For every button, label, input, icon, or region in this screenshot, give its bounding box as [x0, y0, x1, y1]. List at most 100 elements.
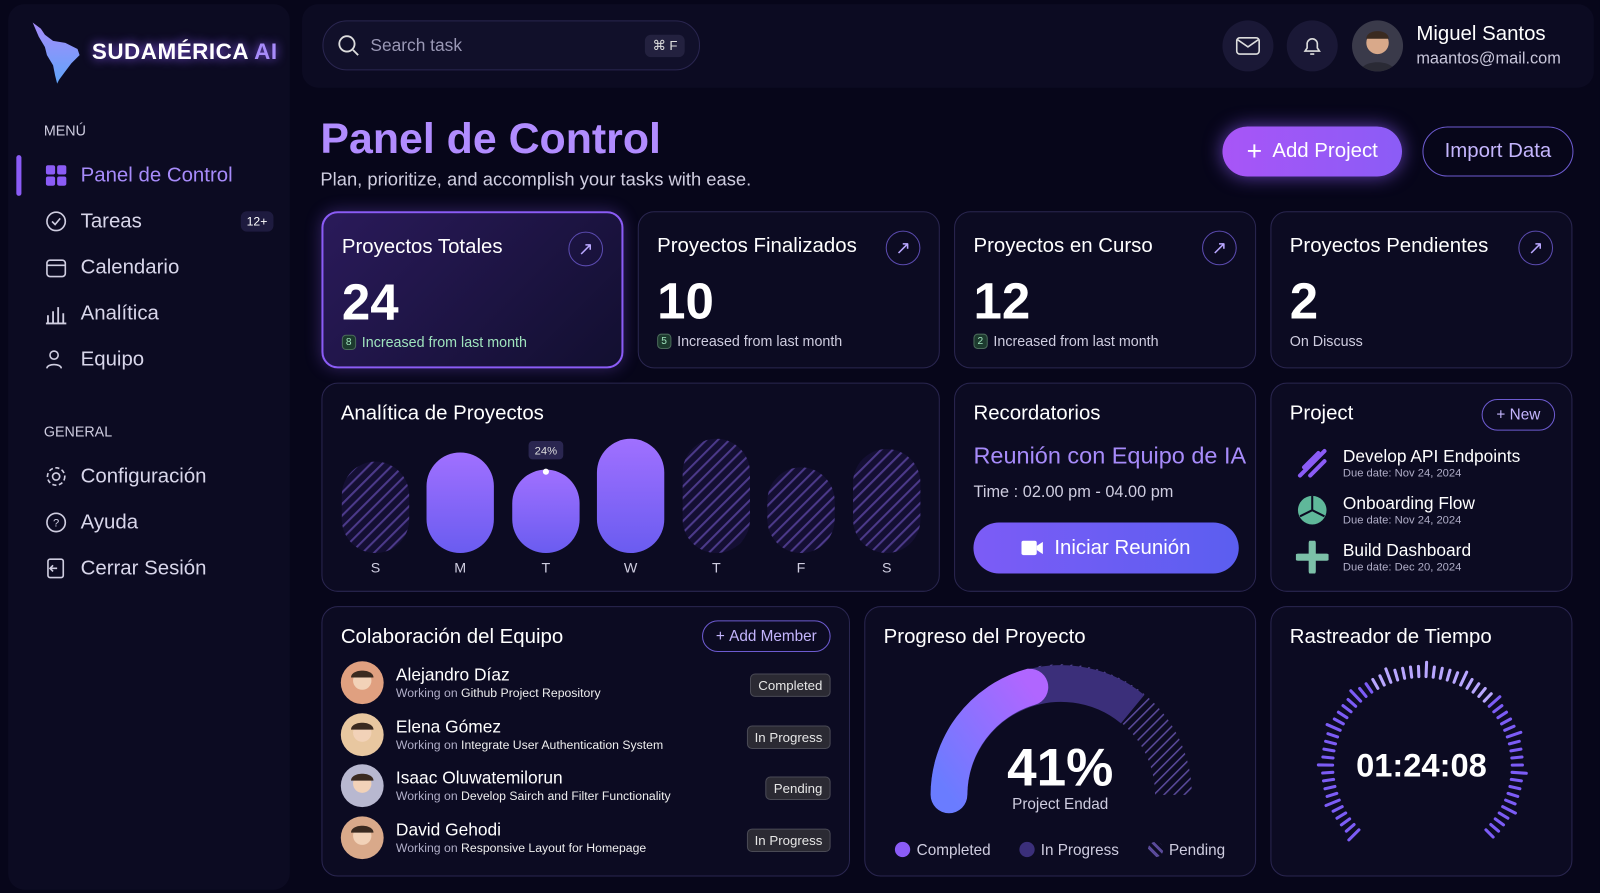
- add-member-label: Add Member: [729, 627, 817, 645]
- project-item[interactable]: Onboarding Flow Due date: Nov 24, 2024: [1296, 494, 1475, 527]
- analytics-card: Analítica de Proyectos S M T W T F S 24%: [321, 382, 940, 592]
- svg-text:24%: 24%: [535, 445, 557, 457]
- sidebar-item-ayuda[interactable]: ? Ayuda: [44, 510, 274, 534]
- dial-tick: [1346, 697, 1358, 708]
- mail-button[interactable]: [1222, 20, 1274, 72]
- status-badge: In Progress: [746, 724, 831, 749]
- mail-icon: [1235, 36, 1260, 55]
- arrow-up-right-icon[interactable]: ↗: [568, 231, 604, 267]
- video-camera-icon: [1021, 540, 1044, 556]
- dial-tick: [1459, 670, 1469, 687]
- sidebar-item-label: Cerrar Sesión: [80, 556, 207, 580]
- dial-tick: [1323, 784, 1337, 791]
- progress-card: Progreso del Proyecto 41% Project Endad …: [864, 606, 1257, 877]
- dial-tick: [1321, 770, 1335, 775]
- stat-card-finalizados[interactable]: Proyectos Finalizados ↗ 10 5 Increased fro…: [637, 211, 940, 369]
- project-item[interactable]: Build Dashboard Due date: Dec 20, 2024: [1295, 540, 1471, 574]
- dial-tick: [1332, 717, 1345, 726]
- project-due: Due date: Nov 24, 2024: [1342, 467, 1462, 480]
- reminders-title: Recordatorios: [973, 402, 1101, 425]
- calendar-icon: [44, 255, 68, 279]
- bar-annotation: 24%: [528, 441, 564, 475]
- stat-card-totales[interactable]: Proyectos Totales ↗ 24 8 Increased from la…: [321, 211, 624, 369]
- dial-tick: [1471, 682, 1481, 694]
- timer-display[interactable]: 01:24:08: [1356, 746, 1487, 784]
- stat-value: 12: [973, 272, 1031, 330]
- team-member-row[interactable]: David Gehodi Working on Responsive Layou…: [340, 815, 646, 859]
- team-member-row[interactable]: Isaac Oluwatemilorun Working on Develop …: [340, 764, 671, 808]
- bar-3: [596, 438, 665, 554]
- start-meeting-label: Iniciar Reunión: [1054, 536, 1191, 559]
- search-input[interactable]: Search task ⌘ F: [322, 20, 700, 71]
- add-member-button[interactable]: + Add Member: [702, 620, 831, 653]
- arrow-up-right-icon[interactable]: ↗: [885, 230, 921, 266]
- dial-tick: [1384, 667, 1393, 684]
- sidebar-item-cerrar-sesion[interactable]: Cerrar Sesión: [44, 556, 274, 580]
- reminder-event: Reunión con Equipo de IA: [973, 441, 1247, 469]
- dial-tick: [1341, 704, 1353, 714]
- dial-tick: [1497, 811, 1510, 820]
- project-item[interactable]: Develop API Endpoints Due date: Nov 24, 2…: [1296, 447, 1520, 480]
- status-badge: Pending: [765, 776, 831, 800]
- sidebar-item-label: Tareas: [80, 209, 142, 233]
- dial-tick: [1452, 671, 1460, 684]
- add-project-button[interactable]: + Add Project: [1222, 126, 1403, 177]
- team-card: Colaboración del Equipo + Add Member Ale…: [321, 606, 850, 877]
- search-icon: [338, 34, 359, 56]
- svg-text:?: ?: [53, 518, 59, 530]
- team-member-row[interactable]: Elena Gómez Working on Integrate User Au…: [340, 712, 663, 756]
- progress-legend: Completed In Progress Pending: [865, 841, 1255, 859]
- pie-icon: [1297, 495, 1327, 525]
- stat-note: Increased from last month: [993, 332, 1159, 349]
- dial-tick: [1509, 777, 1523, 783]
- stat-note: On Discuss: [1289, 332, 1363, 349]
- dial-tick: [1324, 739, 1338, 746]
- stat-card-pendientes[interactable]: Proyectos Pendientes ↗ 2 On Discuss: [1270, 211, 1573, 369]
- sidebar-item-calendario[interactable]: Calendario: [44, 255, 274, 279]
- status-badge: In Progress: [746, 828, 831, 852]
- stat-card-en-curso[interactable]: Proyectos en Curso ↗ 12 2 Increased from l…: [954, 211, 1257, 369]
- dial-tick: [1431, 665, 1436, 679]
- dial-tick: [1321, 755, 1335, 760]
- user-avatar[interactable]: [1352, 20, 1404, 72]
- sidebar-item-analitica[interactable]: Analítica: [44, 301, 274, 325]
- sidebar-item-configuracion[interactable]: Configuración: [44, 464, 274, 488]
- arrow-up-right-icon[interactable]: ↗: [1518, 230, 1554, 266]
- stat-note: Increased from last month: [677, 332, 843, 349]
- new-project-button[interactable]: + New: [1481, 398, 1556, 431]
- time-tracker-card: Rastreador de Tiempo 01:24:08: [1270, 606, 1573, 877]
- dial-tick: [1326, 732, 1340, 739]
- team-member-row[interactable]: Alejandro Díaz Working on Github Project…: [340, 661, 601, 705]
- import-data-button[interactable]: Import Data: [1422, 126, 1574, 177]
- member-task: Github Project Repository: [461, 685, 601, 700]
- notifications-button[interactable]: [1286, 20, 1338, 72]
- reminders-card: Recordatorios Reunión con Equipo de IA T…: [954, 382, 1257, 592]
- project-list-card: Project + New Develop API Endpoints Due d…: [1270, 382, 1573, 592]
- dial-tick: [1322, 747, 1336, 753]
- plus-icon: +: [1246, 135, 1263, 167]
- page-title: Panel de Control: [320, 114, 661, 163]
- sidebar: SUDAMÉRICA AI MENÚ Panel de Control Tare…: [8, 4, 290, 890]
- legend-pending: Pending: [1147, 841, 1225, 859]
- users-icon: [44, 347, 68, 371]
- sidebar-item-equipo[interactable]: Equipo: [44, 347, 274, 371]
- dial-tick: [1344, 823, 1356, 833]
- member-name: Isaac Oluwatemilorun: [395, 768, 563, 788]
- progress-title: Progreso del Proyecto: [883, 625, 1086, 648]
- dial-tick: [1492, 704, 1504, 714]
- dial-tick: [1487, 695, 1502, 708]
- brand-name: SUDAMÉRICA AI: [91, 38, 278, 65]
- dial-tick: [1510, 755, 1524, 760]
- arrow-up-right-icon[interactable]: ↗: [1202, 230, 1237, 266]
- logo[interactable]: SUDAMÉRICA AI: [31, 20, 278, 84]
- logout-icon: [44, 556, 68, 580]
- search-placeholder: Search task: [370, 35, 463, 55]
- x-tick-label: S: [371, 560, 381, 576]
- dial-tick: [1504, 798, 1517, 806]
- x-tick-label: T: [542, 560, 551, 576]
- x-tick-label: M: [454, 560, 466, 576]
- sidebar-item-panel[interactable]: Panel de Control: [44, 163, 274, 187]
- bar-chart-icon: [44, 301, 68, 325]
- start-meeting-button[interactable]: Iniciar Reunión: [973, 522, 1239, 574]
- sidebar-item-tareas[interactable]: Tareas 12+: [44, 209, 274, 233]
